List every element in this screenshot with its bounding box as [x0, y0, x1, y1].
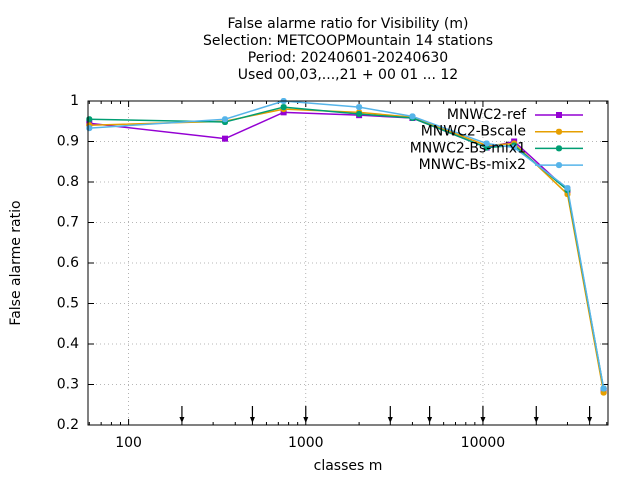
data-point — [221, 135, 228, 142]
chart-title: Period: 20240601-20240630 — [248, 50, 448, 66]
data-point — [86, 125, 93, 132]
y-tick-label: 0.4 — [57, 336, 79, 352]
legend-marker — [556, 162, 562, 169]
legend-marker — [556, 145, 562, 152]
data-point — [511, 144, 518, 151]
title-block: False alarme ratio for Visibility (m)Sel… — [203, 16, 493, 83]
data-point — [483, 140, 490, 147]
x-tick-label: 100 — [115, 435, 142, 451]
x-axis-label: classes m — [314, 458, 383, 474]
legend-label: MNWC-Bs-mix2 — [419, 157, 526, 173]
legend-label: MNWC2-Bscale — [421, 124, 526, 140]
data-point — [280, 104, 287, 111]
y-tick-label: 0.6 — [57, 255, 79, 271]
class-arrow-head — [427, 417, 433, 423]
plot-frame — [87, 100, 609, 426]
data-point — [356, 104, 363, 111]
class-arrow-head — [587, 417, 593, 423]
data-point — [409, 113, 416, 120]
y-tick-label: 0.8 — [57, 174, 79, 190]
class-arrow-head — [249, 417, 255, 423]
data-point — [86, 116, 93, 123]
x-tick-label: 1000 — [288, 435, 324, 451]
legend-label: MNWC2-Bs-mix1 — [410, 140, 526, 156]
legend-label: MNWC2-ref — [447, 107, 527, 123]
chart-title: Selection: METCOOPMountain 14 stations — [203, 33, 493, 49]
y-tick-label: 0.9 — [57, 134, 79, 150]
y-tick-label: 0.5 — [57, 296, 79, 312]
y-tick-label: 0.3 — [57, 377, 79, 393]
data-point — [221, 116, 228, 123]
class-arrow-head — [179, 417, 185, 423]
y-tick-label: 0.2 — [57, 417, 79, 433]
class-arrow-head — [387, 417, 393, 423]
chart-title: False alarme ratio for Visibility (m) — [228, 16, 469, 32]
legend-marker — [556, 128, 562, 135]
class-arrow-head — [480, 417, 486, 423]
data-point — [600, 385, 607, 392]
chart-title: Used 00,03,...,21 + 00 01 ... 12 — [238, 67, 458, 83]
y-tick-label: 0.7 — [57, 215, 79, 231]
x-tick-label: 10000 — [461, 435, 506, 451]
y-tick-label: 1 — [70, 93, 79, 109]
y-axis-label: False alarme ratio — [8, 200, 24, 325]
data-point — [280, 109, 287, 116]
legend-marker — [556, 112, 562, 118]
data-point — [356, 110, 363, 117]
class-arrow-head — [533, 417, 539, 423]
class-arrow-head — [303, 417, 309, 423]
data-point — [564, 185, 571, 192]
